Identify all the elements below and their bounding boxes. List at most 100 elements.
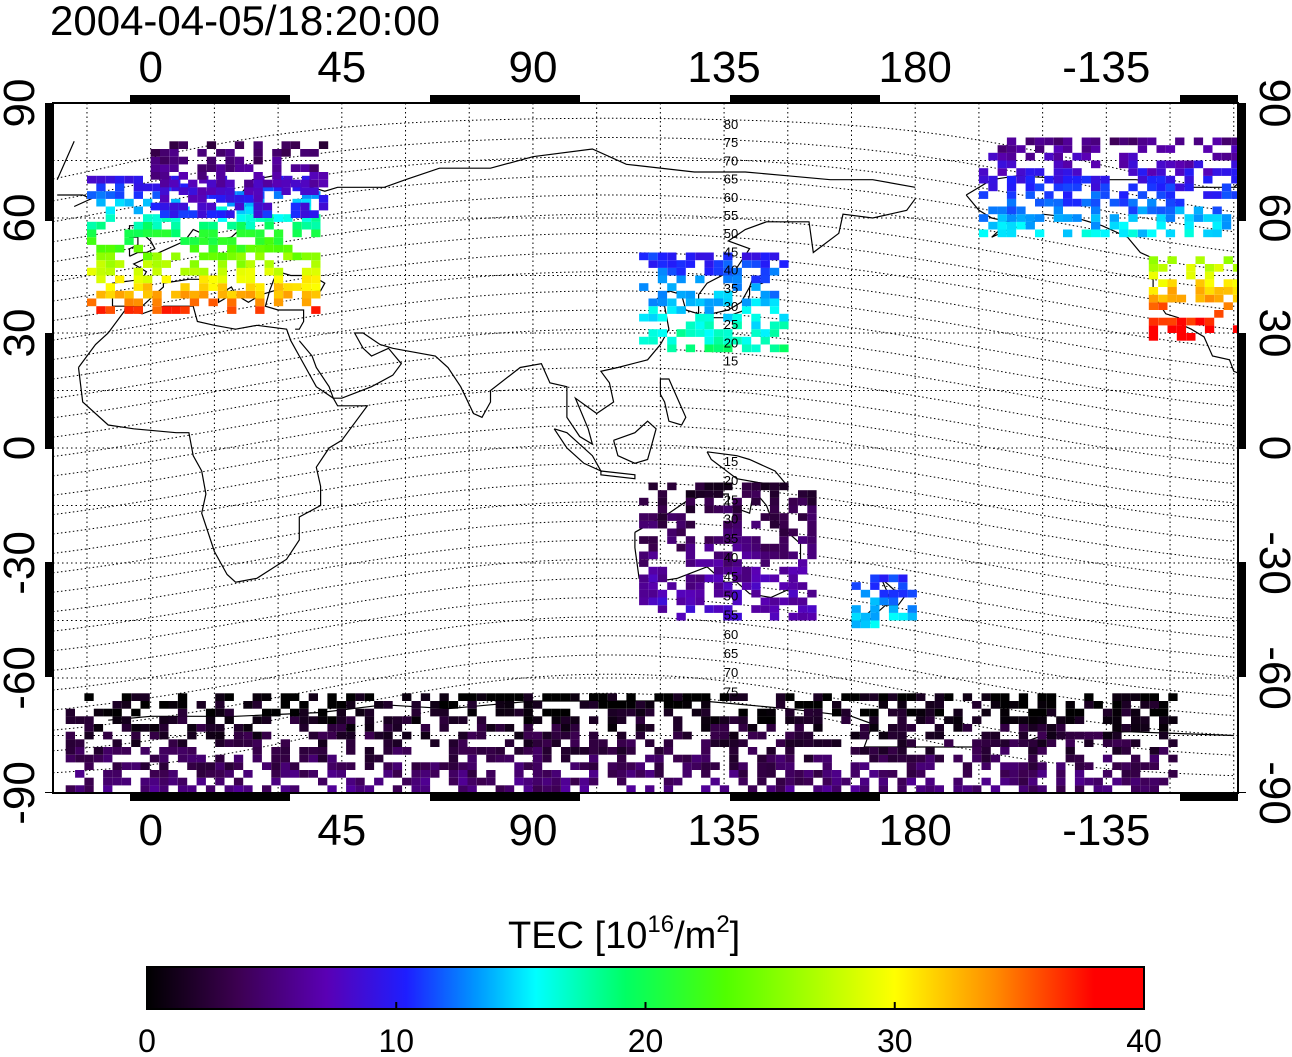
tec-cell xyxy=(788,589,798,598)
tec-cell xyxy=(271,762,281,770)
tec-cell xyxy=(84,754,94,763)
tec-cell xyxy=(1193,137,1204,146)
tec-cell xyxy=(589,731,599,740)
tec-cell xyxy=(1278,153,1287,161)
coastline xyxy=(634,488,802,599)
tec-cell xyxy=(1121,693,1131,701)
tec-cell xyxy=(719,716,730,724)
tec-cell xyxy=(1056,724,1066,732)
tec-cell xyxy=(626,762,636,770)
tec-cell xyxy=(723,482,733,491)
tec-cell xyxy=(685,543,696,552)
tec-cell xyxy=(798,536,808,544)
tec-cell xyxy=(1147,229,1157,238)
tec-cell xyxy=(75,716,85,724)
tec-cell xyxy=(143,183,153,192)
tec-cell xyxy=(1009,701,1019,709)
tec-cell xyxy=(760,559,770,567)
tec-cell xyxy=(1159,777,1169,786)
tec-cell xyxy=(245,290,256,299)
tec-cell xyxy=(523,762,533,770)
tec-cell xyxy=(301,191,312,199)
tec-cell xyxy=(84,716,94,724)
tec-cell xyxy=(152,298,162,307)
tec-cell xyxy=(1035,145,1045,153)
tec-cell xyxy=(1261,264,1270,272)
tec-cell xyxy=(723,528,733,537)
tec-cell xyxy=(1165,175,1176,184)
tec-cell xyxy=(713,589,724,598)
tec-cell xyxy=(757,770,767,778)
tec-cell xyxy=(598,739,608,747)
tec-cell xyxy=(657,298,668,307)
tec-cell xyxy=(150,149,160,157)
tec-cell xyxy=(149,770,160,778)
tec-cell xyxy=(152,267,162,276)
lon-tick-top: 180 xyxy=(878,43,951,92)
tec-cell xyxy=(850,762,860,770)
tec-cell xyxy=(788,566,798,575)
tec-cell xyxy=(206,202,217,211)
tec-cell xyxy=(788,597,798,606)
tec-cell xyxy=(685,490,696,498)
tec-cell xyxy=(1250,145,1259,153)
tec-cell xyxy=(906,770,916,778)
tec-cell xyxy=(704,344,714,353)
tec-cell xyxy=(751,543,761,552)
tec-cell xyxy=(701,724,711,732)
tec-cell xyxy=(878,785,888,793)
tec-cell xyxy=(766,747,776,755)
tec-cell xyxy=(75,770,85,778)
tec-cell xyxy=(1025,152,1035,161)
tec-cell xyxy=(273,237,284,245)
tec-cell xyxy=(1018,770,1029,778)
tec-cell xyxy=(115,183,125,192)
mlat-label: 50 xyxy=(724,588,738,603)
tec-cell xyxy=(589,716,599,724)
tec-cell xyxy=(751,321,761,330)
tec-cell xyxy=(685,298,696,307)
tec-cell xyxy=(290,202,301,211)
tec-cell xyxy=(766,708,776,717)
tec-cell xyxy=(523,777,533,786)
tec-cell xyxy=(1184,214,1194,222)
tec-cell xyxy=(169,202,179,211)
tec-cell xyxy=(199,237,209,245)
tec-cell xyxy=(1165,229,1176,238)
tec-cell xyxy=(747,785,758,793)
tec-cell xyxy=(178,202,188,211)
tec-cell xyxy=(280,693,290,701)
tec-cell xyxy=(1241,222,1250,230)
tec-cell xyxy=(1037,785,1047,793)
tec-cell xyxy=(131,693,141,701)
tec-cell xyxy=(972,754,982,763)
tec-cell xyxy=(233,785,244,793)
tec-cell xyxy=(794,770,804,778)
tec-cell xyxy=(1149,785,1159,793)
tec-cell xyxy=(133,244,143,253)
tec-cell xyxy=(607,701,617,709)
lon-tick-top: -135 xyxy=(1062,43,1150,92)
tec-cell xyxy=(301,283,312,291)
tec-cell xyxy=(199,283,209,291)
mlat-contour xyxy=(53,232,1234,311)
frame-bar-right xyxy=(1238,333,1246,449)
tec-cell xyxy=(280,701,290,709)
tec-cell xyxy=(760,298,770,307)
tec-cell xyxy=(542,770,552,778)
tec-cell xyxy=(1028,716,1038,724)
tec-cell xyxy=(654,754,664,763)
tec-cell xyxy=(751,605,761,613)
tec-cell xyxy=(822,762,832,770)
tec-cell xyxy=(1137,229,1148,238)
tec-cell xyxy=(1167,325,1177,333)
tec-cell xyxy=(233,754,244,763)
tec-cell xyxy=(1168,716,1178,724)
lon-tick-bottom: -135 xyxy=(1062,806,1150,855)
mlat-label: 55 xyxy=(724,208,738,223)
tec-cell xyxy=(1278,184,1287,192)
tec-cell xyxy=(779,321,789,330)
tec-cell xyxy=(775,754,786,763)
tec-cell xyxy=(1241,230,1250,238)
tec-cell xyxy=(318,754,328,763)
